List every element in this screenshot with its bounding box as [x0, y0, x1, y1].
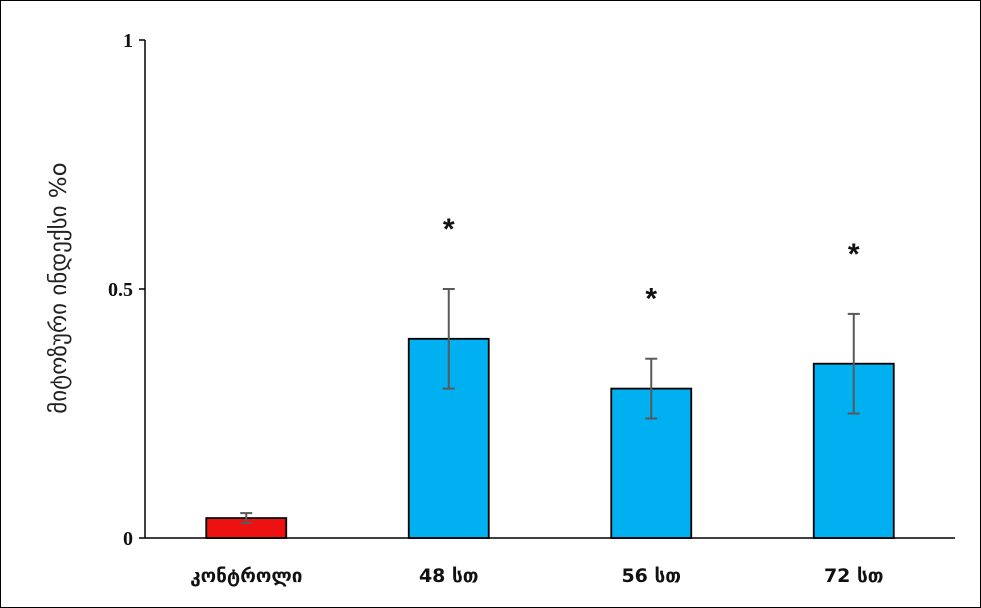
x-category-label: 72 სთ — [824, 565, 884, 587]
significance-marker: * — [645, 283, 657, 316]
y-tick-label: 1 — [123, 30, 133, 52]
significance-marker: * — [443, 213, 455, 246]
y-tick-label: 0.5 — [108, 279, 133, 301]
y-axis-title: მიტოზური ინდექსი %o — [46, 162, 72, 413]
significance-marker: * — [848, 238, 860, 271]
bars — [205, 337, 895, 539]
labels: 0 0.5 1 კონტროლი 48 სთ * 56 სთ * 72 სთ * — [108, 30, 884, 587]
x-category-label: 48 სთ — [419, 565, 479, 587]
x-category-label: 56 სთ — [621, 565, 681, 587]
bar — [407, 337, 490, 539]
y-tick-label: 0 — [123, 528, 133, 550]
error-bars — [240, 288, 860, 525]
x-category-label: კონტროლი — [190, 565, 302, 587]
